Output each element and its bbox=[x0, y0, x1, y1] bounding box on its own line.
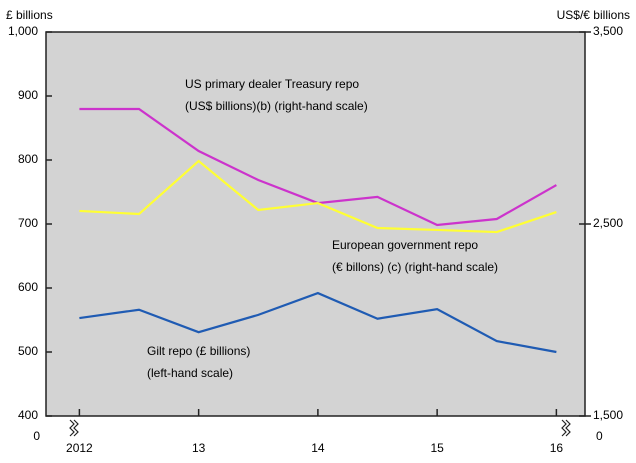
y-tick-label: 1,000 bbox=[8, 24, 38, 38]
annotation: (US$ billions)(b) (right-hand scale) bbox=[185, 99, 368, 113]
y-tick-label: 600 bbox=[18, 280, 38, 294]
annotation: US primary dealer Treasury repo bbox=[185, 77, 359, 91]
y2-tick-label: 3,500 bbox=[593, 24, 623, 38]
series-line bbox=[79, 159, 557, 234]
annotation: Gilt repo (£ billions) bbox=[147, 344, 250, 358]
annotation: (€ billons) (c) (right-hand scale) bbox=[332, 260, 498, 274]
series-line bbox=[79, 291, 557, 354]
axis-break-label: 0 bbox=[33, 429, 40, 443]
x-tick-label: 14 bbox=[311, 441, 325, 455]
y-tick-label: 700 bbox=[18, 216, 38, 230]
x-tick-label: 13 bbox=[192, 441, 206, 455]
y-tick-label: 800 bbox=[18, 152, 38, 166]
plot-area bbox=[45, 31, 586, 417]
y-axis-label: £ billions bbox=[6, 8, 53, 22]
x-tick-label: 15 bbox=[430, 441, 444, 455]
annotation: European government repo bbox=[332, 238, 478, 252]
y-tick-label: 500 bbox=[18, 344, 38, 358]
x-tick-label: 2012 bbox=[66, 441, 93, 455]
x-tick-label: 16 bbox=[550, 441, 564, 455]
y2-axis-label: US$/€ billions bbox=[557, 8, 630, 22]
y-tick-label: 400 bbox=[18, 408, 38, 422]
y2-tick-label: 2,500 bbox=[593, 216, 623, 230]
axis-break bbox=[561, 419, 571, 437]
y-tick-label: 900 bbox=[18, 88, 38, 102]
annotation: (left-hand scale) bbox=[147, 366, 233, 380]
y2-tick-label: 1,500 bbox=[593, 408, 623, 422]
axis-break bbox=[69, 419, 79, 437]
axis-break-label: 0 bbox=[596, 429, 603, 443]
